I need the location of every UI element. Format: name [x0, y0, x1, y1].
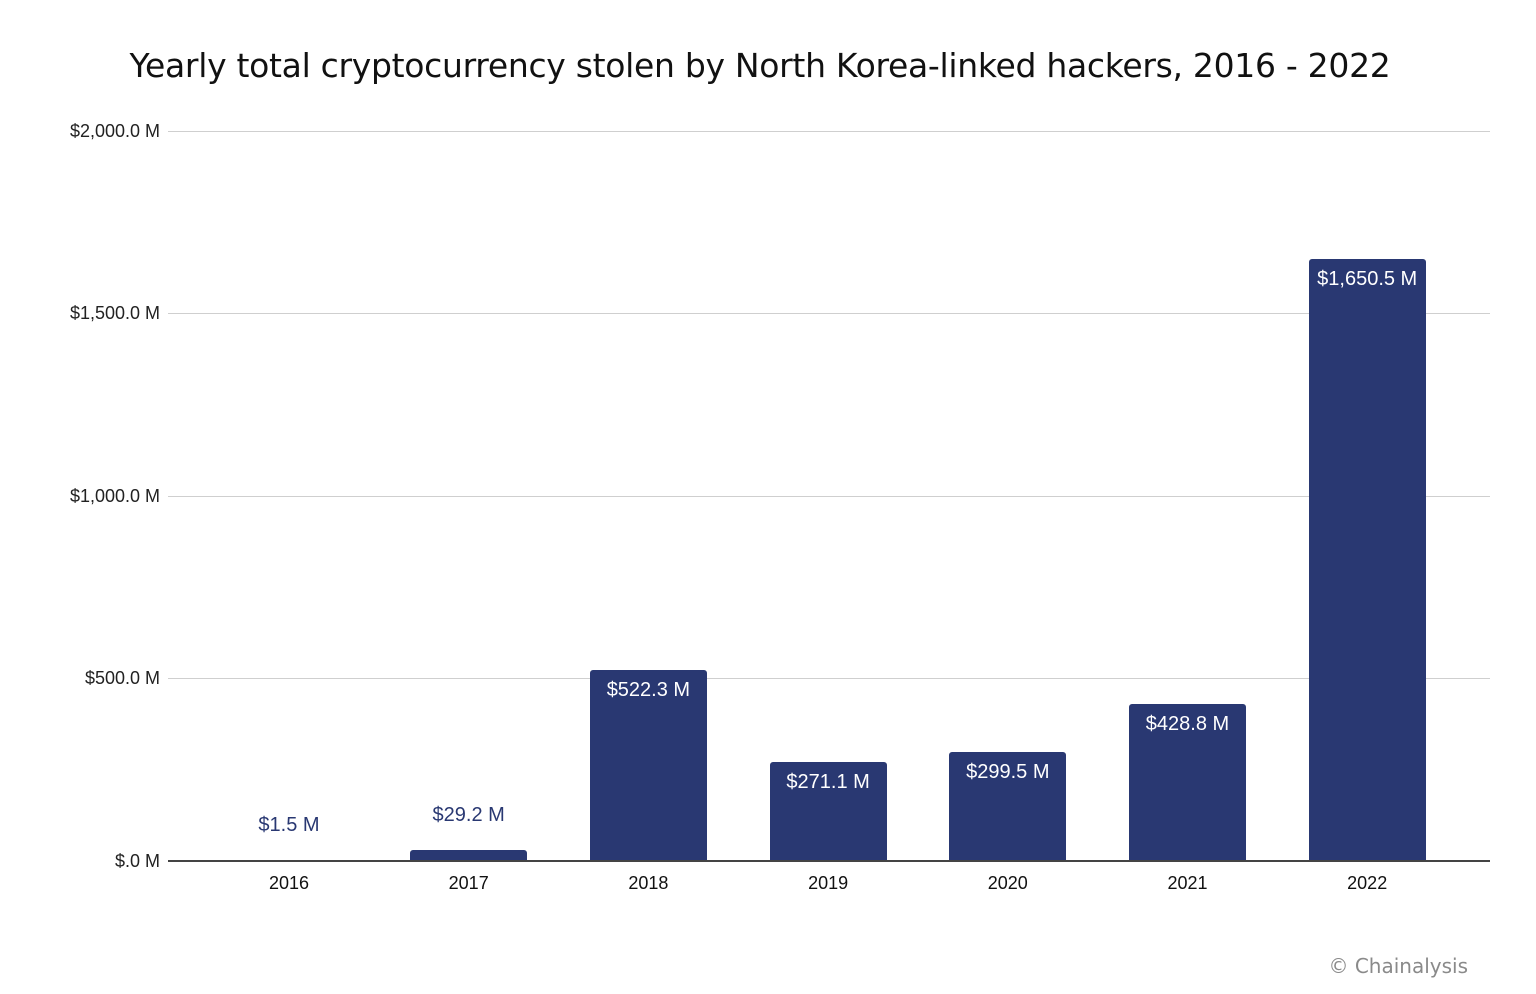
x-tick-label: 2018 [628, 873, 669, 893]
x-tick-label: 2022 [1347, 873, 1388, 893]
bar-2020 [949, 751, 1067, 861]
bar-2022 [1308, 258, 1426, 861]
data-label-2022: $1,650.5 M [1317, 267, 1418, 290]
y-tick-label: $1,500.0 M [69, 303, 160, 323]
x-axis-line [168, 860, 1490, 862]
y-tick-label: $1,000.0 M [69, 486, 160, 506]
bar-2018 [589, 670, 707, 861]
data-label-2020: $299.5 M [966, 760, 1050, 783]
source-credit: © Chainalysis [1328, 954, 1468, 978]
y-tick-label: $500.0 M [84, 668, 160, 688]
data-label-2017: $29.2 M [432, 804, 505, 827]
bar-2017 [410, 850, 528, 861]
gridline [168, 496, 1490, 497]
data-label-2016: $1.5 M [258, 814, 320, 837]
chart-title: Yearly total cryptocurrency stolen by No… [129, 46, 1391, 85]
gridline [168, 678, 1490, 679]
bar-2021 [1129, 704, 1246, 861]
x-tick-label: 2019 [808, 873, 849, 893]
gridline [168, 313, 1490, 314]
x-tick-label: 2016 [268, 873, 310, 893]
y-tick-label: $.0 M [114, 851, 160, 871]
gridline [168, 131, 1490, 132]
y-tick-label: $2,000.0 M [69, 121, 160, 141]
data-label-2018: $522.3 M [606, 679, 691, 702]
data-label-2021: $428.8 M [1145, 713, 1230, 736]
bar-2019 [769, 762, 887, 861]
x-tick-label: 2017 [448, 873, 489, 893]
x-tick-label: 2020 [987, 873, 1028, 893]
x-tick-label: 2021 [1167, 873, 1208, 893]
data-label-2019: $271.1 M [786, 771, 870, 794]
